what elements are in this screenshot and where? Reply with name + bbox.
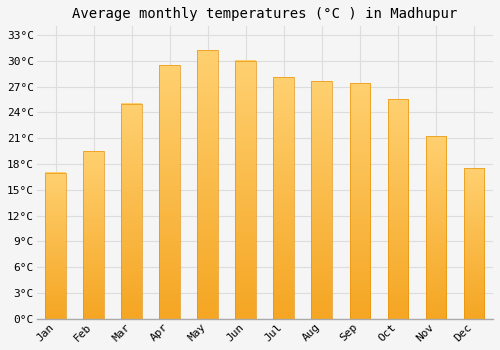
Bar — [464, 168, 484, 319]
Bar — [160, 65, 180, 319]
Bar — [388, 99, 408, 319]
Bar — [198, 50, 218, 319]
Bar — [426, 136, 446, 319]
Bar — [350, 83, 370, 319]
Bar — [84, 151, 104, 319]
Bar — [46, 173, 66, 319]
Bar — [122, 104, 142, 319]
Bar — [236, 61, 256, 319]
Bar — [274, 77, 294, 319]
Bar — [312, 81, 332, 319]
Title: Average monthly temperatures (°C ) in Madhupur: Average monthly temperatures (°C ) in Ma… — [72, 7, 458, 21]
